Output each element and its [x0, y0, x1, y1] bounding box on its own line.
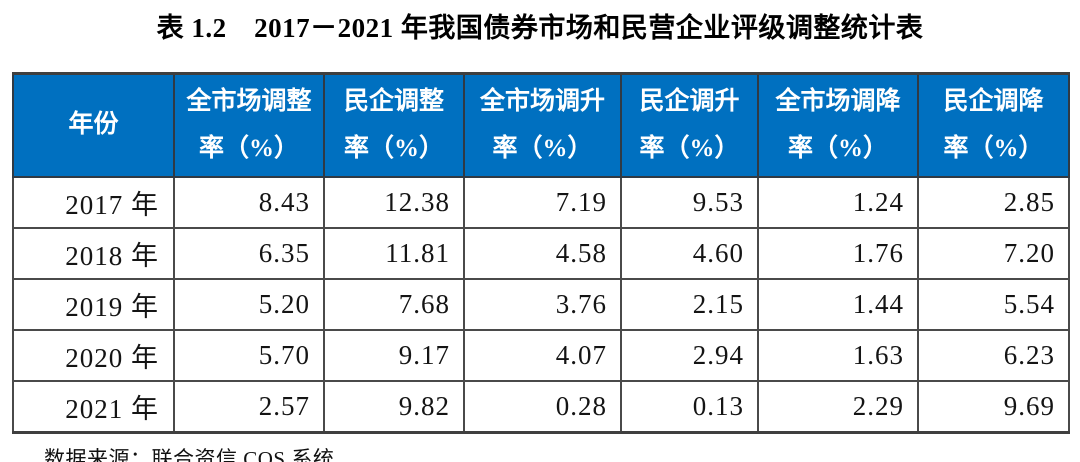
- col-header-market-upgrade-rate: 全市场调升 率（%）: [463, 72, 622, 178]
- value-cell: 1.24: [757, 176, 919, 229]
- value-cell: 9.82: [323, 380, 465, 434]
- year-cell: 2018 年: [12, 227, 175, 280]
- col-header-year: 年份: [12, 72, 175, 178]
- col-header-market-adjust-rate: 全市场调整 率（%）: [173, 72, 325, 178]
- value-cell: 5.20: [173, 278, 325, 331]
- value-cell: 9.69: [917, 380, 1070, 434]
- value-cell: 1.76: [757, 227, 919, 280]
- value-cell: 4.07: [463, 329, 622, 382]
- col-header-private-adjust-rate: 民企调整 率（%）: [323, 72, 465, 178]
- rating-adjustment-table: 年份 全市场调整 率（%） 民企调整 率（%） 全市场调升 率（%） 民企调升 …: [12, 72, 1070, 434]
- value-cell: 9.17: [323, 329, 465, 382]
- value-cell: 2.94: [620, 329, 759, 382]
- value-cell: 11.81: [323, 227, 465, 280]
- value-cell: 7.20: [917, 227, 1070, 280]
- value-cell: 1.44: [757, 278, 919, 331]
- table-caption: 表 1.2 2017－2021 年我国债券市场和民营企业评级调整统计表: [156, 13, 924, 43]
- value-cell: 4.60: [620, 227, 759, 280]
- value-cell: 3.76: [463, 278, 622, 331]
- table-row-2021: 2021 年 2.57 9.82 0.28 0.13 2.29 9.69: [12, 380, 1070, 434]
- table-row-2017: 2017 年 8.43 12.38 7.19 9.53 1.24 2.85: [12, 176, 1070, 229]
- year-cell: 2017 年: [12, 176, 175, 229]
- col-header-market-downgrade-rate: 全市场调降 率（%）: [757, 72, 919, 178]
- value-cell: 9.53: [620, 176, 759, 229]
- table-row-2020: 2020 年 5.70 9.17 4.07 2.94 1.63 6.23: [12, 329, 1070, 382]
- table-row-2019: 2019 年 5.20 7.68 3.76 2.15 1.44 5.54: [12, 278, 1070, 331]
- value-cell: 12.38: [323, 176, 465, 229]
- col-header-private-upgrade-rate: 民企调升 率（%）: [620, 72, 759, 178]
- value-cell: 4.58: [463, 227, 622, 280]
- value-cell: 5.54: [917, 278, 1070, 331]
- year-cell: 2021 年: [12, 380, 175, 434]
- value-cell: 1.63: [757, 329, 919, 382]
- value-cell: 2.57: [173, 380, 325, 434]
- value-cell: 6.35: [173, 227, 325, 280]
- col-header-private-downgrade-rate: 民企调降 率（%）: [917, 72, 1070, 178]
- value-cell: 0.13: [620, 380, 759, 434]
- table-row-2018: 2018 年 6.35 11.81 4.58 4.60 1.76 7.20: [12, 227, 1070, 280]
- value-cell: 2.15: [620, 278, 759, 331]
- value-cell: 0.28: [463, 380, 622, 434]
- value-cell: 6.23: [917, 329, 1070, 382]
- value-cell: 5.70: [173, 329, 325, 382]
- value-cell: 2.85: [917, 176, 1070, 229]
- header-row: 年份 全市场调整 率（%） 民企调整 率（%） 全市场调升 率（%） 民企调升 …: [12, 72, 1070, 178]
- data-source-note: 数据来源：联合资信 COS 系统: [44, 447, 335, 462]
- value-cell: 7.19: [463, 176, 622, 229]
- year-cell: 2019 年: [12, 278, 175, 331]
- table-header: 年份 全市场调整 率（%） 民企调整 率（%） 全市场调升 率（%） 民企调升 …: [12, 72, 1070, 178]
- value-cell: 7.68: [323, 278, 465, 331]
- year-cell: 2020 年: [12, 329, 175, 382]
- value-cell: 2.29: [757, 380, 919, 434]
- value-cell: 8.43: [173, 176, 325, 229]
- table-body: 2017 年 8.43 12.38 7.19 9.53 1.24 2.85 20…: [12, 176, 1070, 434]
